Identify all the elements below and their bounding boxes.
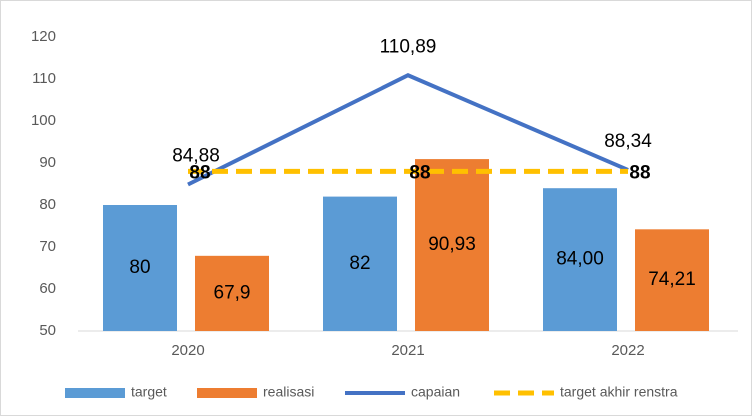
data-label: 74,21 [648, 269, 696, 290]
data-label: 88,34 [604, 131, 652, 152]
legend-swatch [197, 388, 257, 398]
data-label: 88 [189, 162, 210, 183]
bar [635, 229, 709, 331]
data-label: 90,93 [428, 234, 476, 255]
legend-label: realisasi [263, 384, 314, 400]
y-tick-label: 80 [39, 196, 56, 213]
data-label: 88 [629, 162, 650, 183]
data-label: 84,88 [172, 146, 220, 167]
bar [323, 196, 397, 331]
data-label: 88 [409, 162, 430, 183]
data-label: 84,00 [556, 249, 604, 270]
bar [415, 159, 489, 331]
bar [195, 255, 269, 331]
y-tick-label: 60 [39, 280, 56, 297]
data-label: 110,89 [380, 36, 437, 57]
y-tick-label: 110 [32, 70, 56, 87]
bar [543, 188, 617, 331]
x-tick-label: 2022 [611, 342, 644, 359]
legend-swatch [65, 388, 125, 398]
data-label: 67,9 [214, 282, 251, 303]
data-label: 82 [349, 253, 370, 274]
x-tick-label: 2020 [171, 342, 204, 359]
y-tick-label: 100 [31, 112, 56, 129]
line [187, 73, 629, 187]
legend-label: target [131, 384, 167, 400]
bar [103, 205, 177, 331]
legend-label: target akhir renstra [560, 384, 678, 400]
legend-label: capaian [411, 384, 460, 400]
y-tick-label: 90 [39, 154, 56, 171]
data-label: 80 [129, 257, 150, 278]
y-tick-label: 120 [31, 28, 56, 45]
y-tick-label: 50 [39, 322, 56, 339]
x-tick-label: 2021 [391, 342, 424, 359]
y-tick-label: 70 [39, 238, 56, 255]
